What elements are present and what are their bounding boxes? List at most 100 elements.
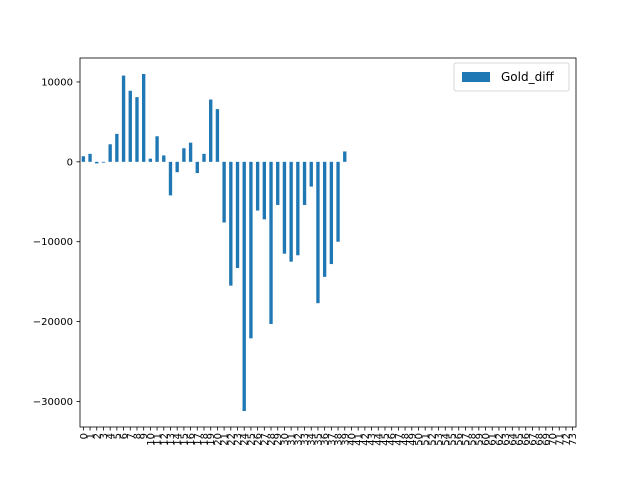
bar-38: [336, 161, 340, 242]
bar-9: [142, 73, 146, 162]
bar-37: [329, 161, 334, 265]
x-tick-label: 60: [481, 433, 492, 446]
bar-30: [282, 161, 287, 254]
x-tick-label: 29: [273, 433, 284, 446]
x-tick-label: 34: [307, 433, 318, 446]
x-tick-label: 28: [267, 433, 278, 446]
bar-16: [188, 142, 193, 162]
x-tick-label: 70: [548, 433, 559, 446]
bar-13: [168, 161, 173, 196]
x-tick-label: 5: [112, 433, 123, 439]
y-tick-label: −20000: [33, 317, 73, 328]
bar-12: [162, 155, 166, 162]
x-tick-label: 14: [173, 433, 184, 446]
x-tick-label: 72: [561, 433, 572, 446]
bar-11: [155, 136, 159, 162]
x-tick-label: 12: [159, 433, 170, 446]
x-tick-label: 37: [327, 433, 338, 446]
bar-23: [235, 161, 240, 269]
x-tick-label: 65: [515, 433, 526, 446]
bar-1: [88, 153, 92, 162]
x-tick-label: 53: [434, 433, 445, 446]
x-tick-label: 63: [501, 433, 512, 446]
x-tick-label: 31: [287, 433, 298, 446]
x-tick-label: 52: [427, 433, 438, 446]
bar-17: [195, 161, 199, 174]
y-tick-label: 10000: [41, 77, 73, 88]
bar-15: [182, 148, 186, 162]
x-tick-label: 71: [555, 433, 566, 446]
bar-24: [242, 161, 246, 412]
bar-2: [95, 161, 99, 164]
bar-14: [175, 161, 179, 173]
x-tick-label: 30: [280, 433, 291, 446]
x-tick-label: 64: [508, 433, 519, 446]
y-tick-label: −10000: [33, 237, 73, 248]
bar-33: [302, 161, 307, 205]
x-tick-label: 20: [213, 433, 224, 446]
x-tick-label: 32: [293, 433, 304, 446]
bar-39: [343, 151, 347, 162]
x-tick-label: 43: [367, 433, 378, 446]
x-tick-label: 3: [99, 433, 110, 439]
x-tick-label: 33: [300, 433, 311, 446]
bar-5: [115, 133, 119, 162]
bar-25: [249, 161, 253, 339]
x-tick-label: 67: [528, 433, 539, 446]
x-tick-label: 49: [407, 433, 418, 446]
legend: Gold_diff: [453, 62, 570, 92]
bar-3: [101, 161, 106, 163]
x-tick-label: 48: [401, 433, 412, 446]
x-tick-label: 26: [253, 433, 264, 446]
bar-34: [309, 161, 313, 187]
x-tick-label: 18: [200, 433, 211, 446]
y-tick-label: −30000: [33, 397, 73, 408]
plot-background: [80, 58, 576, 427]
bar-36: [322, 161, 327, 277]
x-tick-label: 27: [260, 433, 271, 446]
x-tick-label: 46: [387, 433, 398, 446]
x-tick-label: 41: [354, 433, 365, 446]
legend-label: Gold_diff: [501, 70, 555, 84]
x-tick-label: 57: [461, 433, 472, 446]
x-tick-label: 44: [374, 433, 385, 446]
x-tick-label: 55: [448, 433, 459, 446]
x-tick-label: 13: [166, 433, 177, 446]
x-axis: 0123456789101112131415161718192021222324…: [79, 427, 579, 446]
x-tick-label: 38: [334, 433, 345, 446]
x-tick-label: 45: [380, 433, 391, 446]
x-tick-label: 56: [454, 433, 465, 446]
x-tick-label: 24: [240, 433, 251, 446]
bar-28: [269, 161, 273, 324]
x-tick-label: 40: [347, 433, 358, 446]
x-tick-label: 23: [233, 433, 244, 446]
bar-19: [209, 99, 213, 162]
x-tick-label: 54: [441, 433, 452, 446]
x-tick-label: 68: [535, 433, 546, 446]
x-tick-label: 6: [119, 433, 130, 439]
y-tick-label: 0: [67, 157, 73, 168]
x-tick-label: 47: [394, 433, 405, 446]
bar-35: [316, 161, 320, 304]
bar-29: [276, 161, 280, 205]
x-tick-label: 36: [320, 433, 331, 446]
y-axis: 10000 0 −10000 −20000 −30000: [33, 77, 80, 408]
x-tick-label: 7: [126, 433, 137, 439]
bar-21: [222, 161, 226, 223]
x-tick-label: 50: [414, 433, 425, 446]
x-tick-label: 8: [132, 433, 143, 439]
bar-32: [296, 161, 300, 256]
x-tick-label: 16: [186, 433, 197, 446]
x-tick-label: 1: [86, 433, 97, 439]
x-tick-label: 21: [220, 433, 231, 446]
bar-10: [148, 158, 153, 162]
legend-box: [453, 62, 570, 92]
x-tick-label: 9: [139, 433, 150, 439]
x-tick-label: 39: [340, 433, 351, 446]
x-tick-label: 35: [313, 433, 324, 446]
x-tick-label: 15: [179, 433, 190, 446]
x-tick-label: 2: [92, 433, 103, 439]
x-tick-label: 17: [193, 433, 204, 446]
x-tick-label: 66: [521, 433, 532, 446]
